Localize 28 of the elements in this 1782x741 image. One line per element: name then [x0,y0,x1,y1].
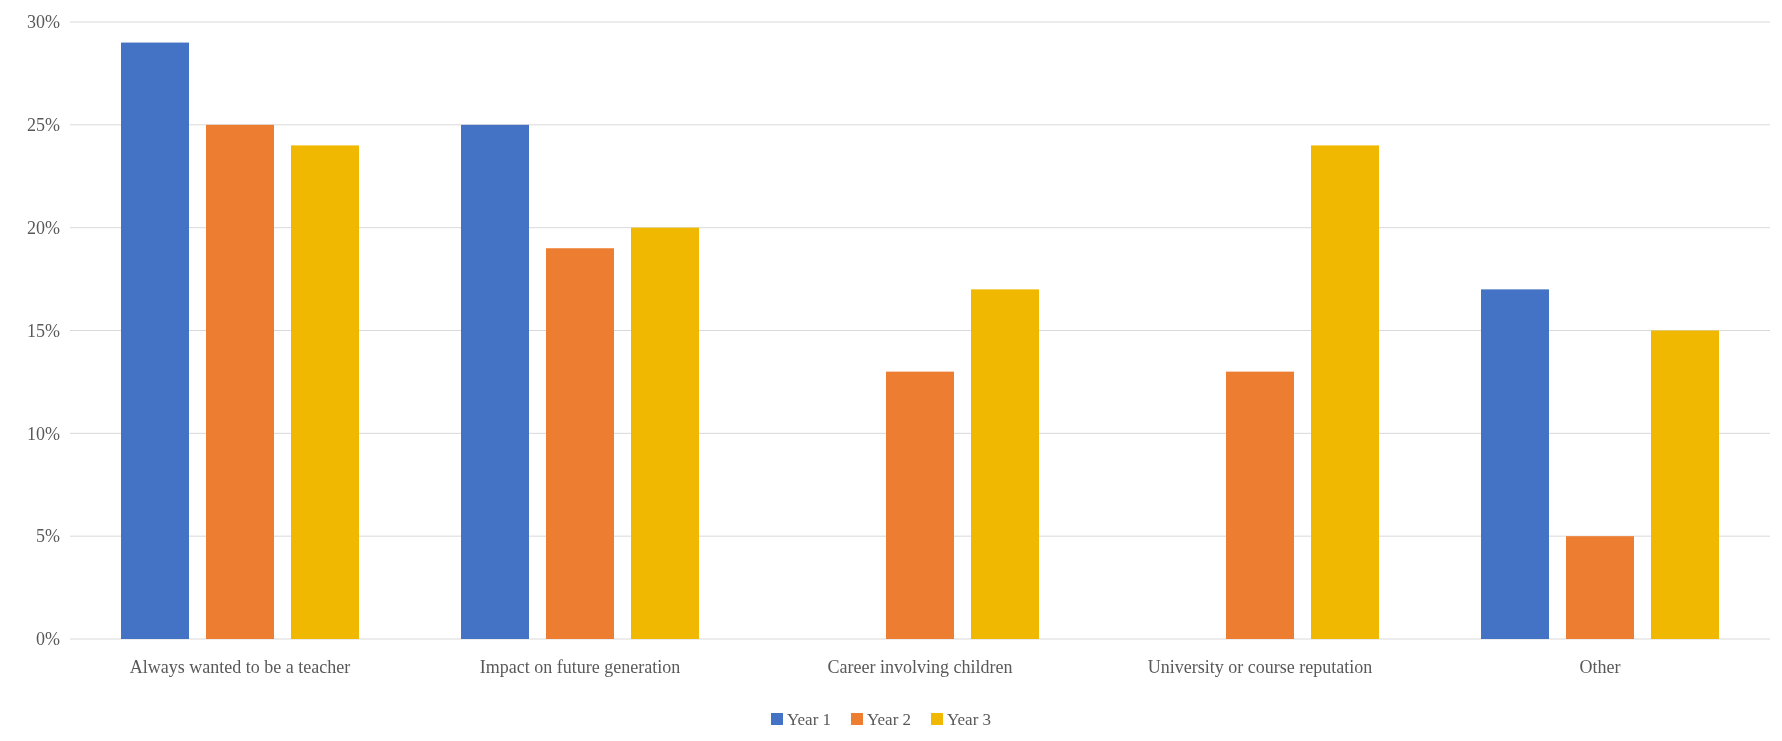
bar [1311,145,1379,639]
y-tick-label: 15% [27,320,60,341]
bar [886,371,954,639]
y-tick-label: 5% [36,526,60,547]
x-tick-label: Always wanted to be a teacher [129,657,351,677]
bar [1566,536,1634,639]
y-tick-label: 10% [27,423,60,444]
bar [1226,371,1294,639]
bar [1481,289,1549,639]
bar [121,42,189,639]
y-tick-label: 25% [27,115,60,136]
x-tick-label: University or course reputation [1147,657,1373,677]
x-tick-label: Impact on future generation [479,657,681,677]
legend-label: Year 1 [787,709,832,729]
bar [631,227,699,639]
y-tick-label: 20% [27,217,60,238]
bar [461,124,529,639]
legend-label: Year 3 [947,709,992,729]
y-tick-label: 30% [27,12,60,33]
bar [546,248,614,639]
bar [971,289,1039,639]
x-tick-label: Career involving children [827,657,1013,677]
bar [1651,330,1719,639]
y-tick-label: 0% [36,629,60,650]
bar [291,145,359,639]
x-tick-label: Other [1579,657,1621,677]
legend-label: Year 2 [867,709,912,729]
bar [206,124,274,639]
